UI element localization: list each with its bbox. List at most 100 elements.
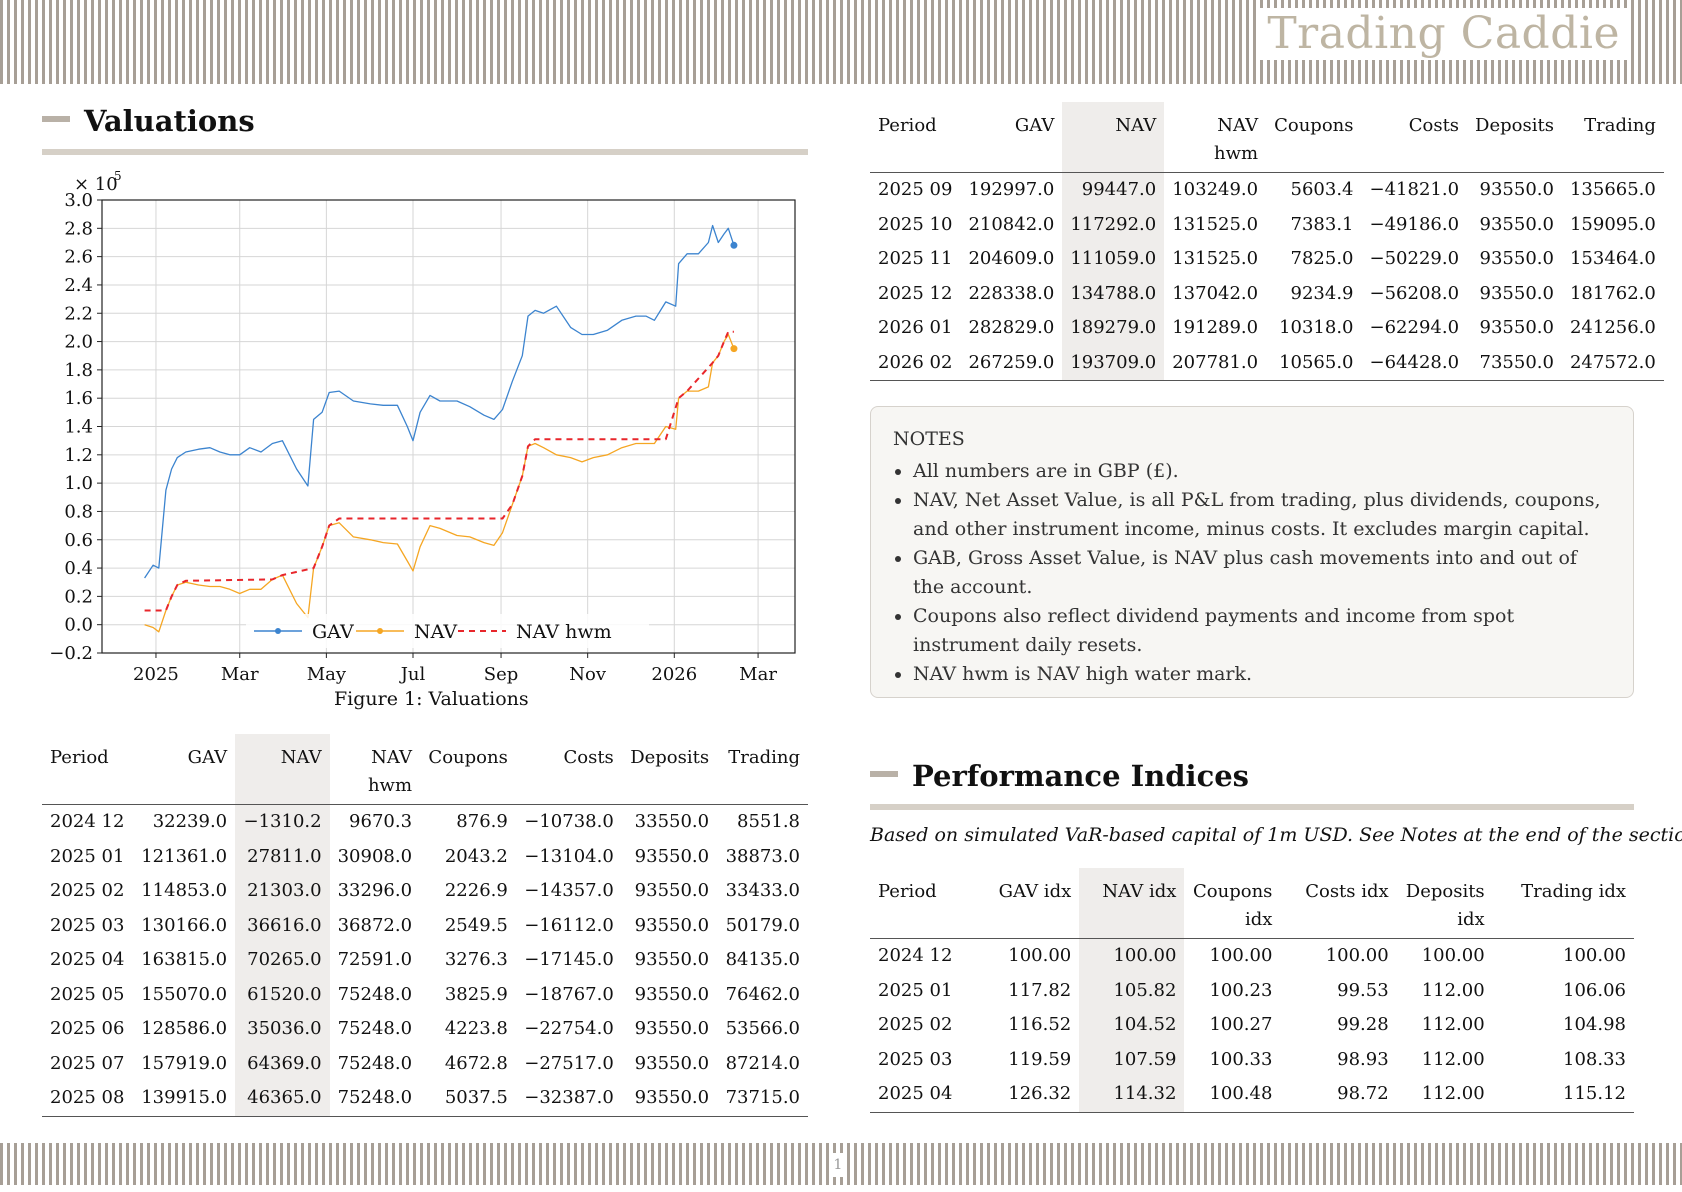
table-cell: 104.52 bbox=[1079, 1008, 1185, 1043]
table-cell: 2025 01 bbox=[878, 979, 953, 1001]
table-cell: 93550.0 bbox=[634, 1052, 710, 1074]
table-row: 2025 04 163815.0 70265.0 72591.0 3276.3 −1714… bbox=[42, 943, 808, 978]
section-rule bbox=[42, 149, 808, 155]
y-tick-label: 1.2 bbox=[64, 445, 93, 466]
table-cell: 2025 08 bbox=[42, 1081, 133, 1117]
table-cell: 107.59 bbox=[1079, 1042, 1185, 1077]
table-cell: 46365.0 bbox=[235, 1081, 330, 1117]
y-tick-label: 1.0 bbox=[64, 473, 93, 494]
series-end-marker bbox=[730, 345, 738, 353]
legend-box bbox=[246, 614, 649, 648]
plot-frame bbox=[101, 199, 796, 654]
performance-note: Based on simulated VaR-based capital of … bbox=[870, 824, 1682, 846]
table-cell: 2025 12 bbox=[878, 282, 953, 304]
table-cell: 267259.0 bbox=[960, 345, 1063, 381]
table-cell: 2025 11 bbox=[878, 248, 953, 269]
col-header: Period bbox=[870, 102, 961, 173]
table-cell: 131525.0 bbox=[1172, 248, 1259, 269]
table-cell: 100.00 bbox=[1421, 945, 1485, 966]
table-cell: 103249.0 bbox=[1172, 179, 1259, 200]
section-rule bbox=[870, 804, 1634, 810]
table-cell: 27811.0 bbox=[235, 839, 330, 874]
table-cell: 112.00 bbox=[1421, 1048, 1485, 1070]
table-cell: 189279.0 bbox=[1062, 311, 1165, 346]
table-row: 2025 10 210842.0 117292.0 131525.0 7383.1 −49… bbox=[870, 207, 1664, 242]
table-cell: 2025 03 bbox=[50, 914, 125, 936]
table-cell: 33296.0 bbox=[337, 880, 413, 901]
table-cell: 3276.3 bbox=[444, 949, 508, 970]
table-cell: 228338.0 bbox=[968, 282, 1055, 304]
performance-heading: Performance Indices bbox=[870, 759, 1634, 811]
table-cell: 93550.0 bbox=[634, 845, 710, 867]
y-tick-label: 1.4 bbox=[64, 417, 93, 438]
table-cell: 9670.3 bbox=[349, 811, 413, 832]
table-cell: 75248.0 bbox=[329, 1081, 421, 1117]
table-cell: −17145.0 bbox=[524, 949, 614, 970]
col-header: NAV bbox=[235, 734, 330, 805]
table-cell: 76462.0 bbox=[725, 983, 800, 1005]
series-end-marker bbox=[730, 241, 738, 249]
y-tick-label: 0.4 bbox=[64, 558, 93, 579]
table-cell: 204609.0 bbox=[968, 248, 1055, 269]
table-cell: 73715.0 bbox=[717, 1081, 808, 1117]
table-cell: 9234.9 bbox=[1290, 282, 1354, 304]
table-cell: 210842.0 bbox=[968, 213, 1055, 235]
table-cell: 2025 03 bbox=[878, 1048, 953, 1070]
table-cell: 2025 06 bbox=[50, 1018, 125, 1039]
note-item: Coupons also reflect dividend payments a… bbox=[913, 602, 1611, 660]
table-cell: 93550.0 bbox=[634, 949, 710, 970]
section-marker bbox=[42, 116, 70, 122]
table-cell: 247572.0 bbox=[1561, 345, 1664, 381]
table-cell: −14357.0 bbox=[524, 880, 614, 901]
table-cell: 106.06 bbox=[1563, 979, 1626, 1001]
table-cell: 2026 02 bbox=[870, 345, 961, 381]
table-row: 2025 02 116.52 104.52 100.27 99.28 112.00 104.… bbox=[870, 1008, 1634, 1043]
table-cell: 193709.0 bbox=[1062, 345, 1165, 381]
table-cell: 100.00 bbox=[1563, 945, 1626, 966]
table-cell: 139915.0 bbox=[132, 1081, 236, 1117]
table-cell: 282829.0 bbox=[968, 317, 1055, 338]
table-cell: 105.82 bbox=[1079, 973, 1185, 1008]
valuations-table-right: Period GAV NAV NAV hwm Coupons Costs Dep… bbox=[870, 102, 1664, 381]
table-cell: −50229.0 bbox=[1369, 248, 1460, 269]
table-row: 2024 12 100.00 100.00 100.00 100.00 100.00 100… bbox=[870, 938, 1634, 974]
note-item: NAV, Net Asset Value, is all P&L from tr… bbox=[913, 486, 1611, 544]
col-header: Trading idx bbox=[1492, 868, 1634, 939]
table-cell: 2025 09 bbox=[878, 179, 953, 200]
table-cell: 121361.0 bbox=[141, 845, 228, 867]
legend-label: NAV hwm bbox=[516, 621, 612, 643]
series-line-nav bbox=[144, 333, 735, 633]
table-row: 2026 01 282829.0 189279.0 191289.0 10318.0 −6… bbox=[870, 311, 1664, 346]
table-row: 2025 04 126.32 114.32 100.48 98.72 112.00 115.… bbox=[870, 1077, 1634, 1113]
table-cell: −13104.0 bbox=[524, 845, 614, 867]
y-tick-label: 2.2 bbox=[64, 303, 93, 324]
x-tick-label: Mar bbox=[221, 664, 259, 685]
figure-caption: Figure 1: Valuations bbox=[334, 688, 529, 710]
table-cell: 99.53 bbox=[1337, 979, 1389, 1001]
table-cell: 93550.0 bbox=[1479, 213, 1554, 235]
table-cell: 2025 04 bbox=[870, 1077, 976, 1113]
col-header: Costs idx bbox=[1280, 868, 1397, 939]
table-cell: 98.72 bbox=[1280, 1077, 1397, 1113]
table-cell: 131525.0 bbox=[1172, 213, 1259, 235]
axis-multiplier-exponent: 5 bbox=[114, 169, 122, 183]
col-header: Costs bbox=[515, 734, 622, 805]
table-cell: 64369.0 bbox=[235, 1046, 330, 1081]
table-cell: 4223.8 bbox=[444, 1018, 508, 1039]
table-cell: −16112.0 bbox=[524, 914, 614, 936]
table-cell: 114853.0 bbox=[141, 880, 228, 901]
valuations-table-left: Period GAV NAV NAV hwm Coupons Costs Dep… bbox=[42, 734, 808, 1117]
table-cell: 181762.0 bbox=[1569, 282, 1656, 304]
table-cell: 241256.0 bbox=[1569, 317, 1656, 338]
col-header: NAV idx bbox=[1079, 868, 1185, 939]
table-cell: −41821.0 bbox=[1369, 179, 1460, 200]
table-row: 2025 03 119.59 107.59 100.33 98.93 112.00 108.… bbox=[870, 1042, 1634, 1077]
note-item: All numbers are in GBP (£). bbox=[913, 457, 1611, 486]
table-cell: 93550.0 bbox=[1479, 317, 1554, 338]
col-header: Period bbox=[870, 868, 976, 939]
table-cell: 119.59 bbox=[1008, 1048, 1072, 1070]
table-cell: 2025 02 bbox=[50, 880, 125, 901]
y-tick-label: 0.8 bbox=[64, 501, 93, 522]
table-cell: 50179.0 bbox=[725, 914, 800, 936]
table-cell: 100.00 bbox=[1079, 938, 1185, 974]
